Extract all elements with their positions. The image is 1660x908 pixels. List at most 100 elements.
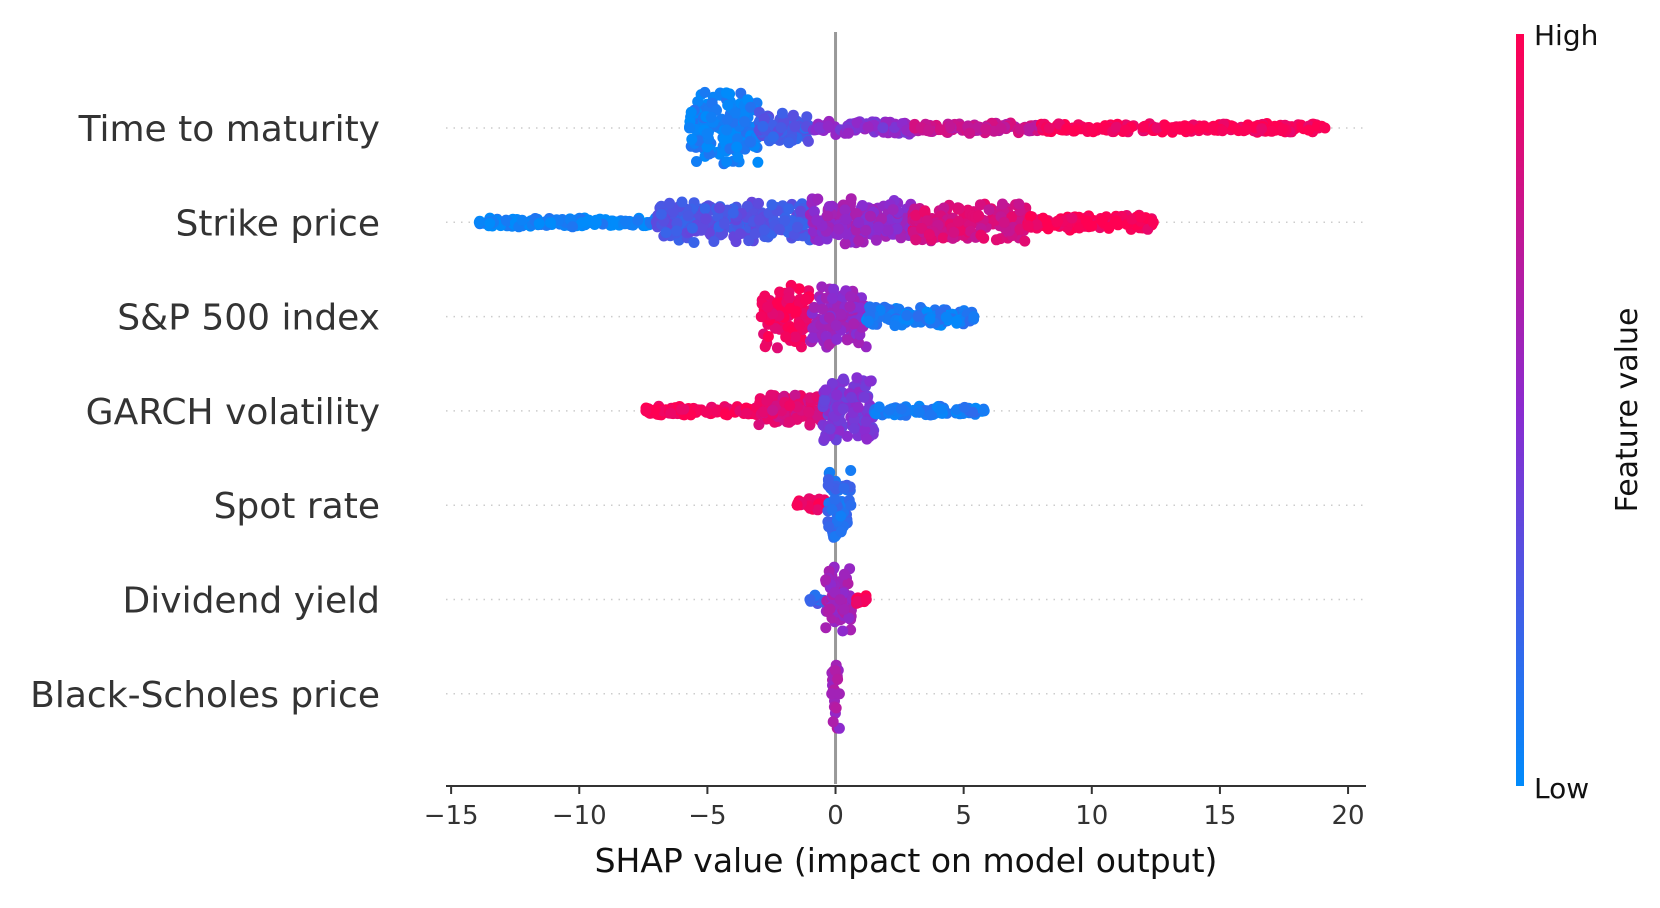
shap-dot xyxy=(995,122,1007,134)
shap-dot xyxy=(1052,215,1064,227)
shap-dot xyxy=(877,122,889,134)
shap-dot xyxy=(1019,235,1031,247)
shap-dot xyxy=(816,281,828,293)
shap-dot xyxy=(820,622,832,634)
shap-dot xyxy=(842,578,854,590)
shap-dot xyxy=(1230,123,1242,135)
shap-dot xyxy=(1197,121,1209,133)
shap-dot xyxy=(1073,222,1085,234)
shap-dot xyxy=(1147,216,1159,228)
shap-dot xyxy=(783,137,795,149)
shap-dot xyxy=(791,499,803,511)
shap-dot xyxy=(998,216,1010,228)
shap-dot xyxy=(789,389,801,401)
shap-dot xyxy=(473,216,485,228)
shap-dot xyxy=(676,196,688,208)
shap-dot xyxy=(1086,220,1098,232)
shap-dot xyxy=(1217,125,1228,137)
shap-dot xyxy=(1061,123,1073,135)
shap-dot xyxy=(783,203,795,215)
feature-label: Spot rate xyxy=(214,486,380,527)
shap-dot xyxy=(827,716,839,728)
shap-dot xyxy=(660,227,672,239)
shap-dot xyxy=(705,111,717,123)
shap-dot xyxy=(891,223,903,235)
shap-dot xyxy=(864,210,876,222)
shap-dot xyxy=(830,665,841,677)
shap-dot xyxy=(861,433,873,445)
shap-dot xyxy=(682,210,694,222)
shap-dot xyxy=(731,141,743,153)
shap-dot xyxy=(665,407,677,419)
shap-dot xyxy=(757,120,769,132)
shap-dot xyxy=(767,404,779,416)
shap-dot xyxy=(859,424,871,436)
shap-dot xyxy=(830,319,842,331)
shap-dot xyxy=(734,228,746,240)
colorbar-high-label: High xyxy=(1534,19,1598,52)
shap-dot xyxy=(684,122,695,134)
shap-dot xyxy=(686,133,698,145)
shap-dot xyxy=(1120,124,1131,136)
shap-dot xyxy=(789,121,801,132)
shap-dot xyxy=(1151,122,1163,134)
shap-dot xyxy=(895,232,907,244)
shap-dot xyxy=(731,133,743,145)
shap-dot xyxy=(882,224,894,236)
shap-dot xyxy=(755,311,767,323)
shap-dot xyxy=(715,229,727,241)
shap-dot xyxy=(1171,122,1183,134)
shap-dot xyxy=(803,406,815,418)
shap-dot xyxy=(1013,198,1025,210)
shap-dot xyxy=(735,87,747,99)
shap-dot xyxy=(826,688,838,700)
shap-dot xyxy=(860,225,872,236)
shap-dot xyxy=(967,406,979,418)
shap-dot xyxy=(1043,122,1055,134)
shap-dot xyxy=(703,227,715,239)
shap-dot xyxy=(619,215,631,227)
shap-dot xyxy=(862,121,874,133)
shap-dot xyxy=(833,223,845,235)
shap-dot xyxy=(776,107,788,119)
shap-dot xyxy=(800,294,811,306)
shap-dot xyxy=(1096,215,1108,227)
shap-dot xyxy=(700,213,712,225)
shap-dot xyxy=(780,331,792,343)
shap-dot xyxy=(795,205,807,217)
shap-dot xyxy=(701,128,713,140)
shap-dot xyxy=(685,106,697,118)
shap-dot xyxy=(590,214,602,226)
shap-dot xyxy=(710,406,722,418)
shap-dot xyxy=(925,409,936,421)
shap-dot xyxy=(1137,121,1149,133)
shap-dot xyxy=(801,111,813,123)
shap-dot xyxy=(1277,123,1289,135)
shap-dot xyxy=(835,308,847,320)
shap-dot xyxy=(829,494,841,505)
shap-dot xyxy=(820,384,832,396)
shap-dot xyxy=(1066,212,1078,224)
shap-dot xyxy=(732,151,744,163)
shap-dot xyxy=(855,302,866,314)
shap-dot xyxy=(752,156,764,168)
shap-dot xyxy=(935,403,947,415)
beeswarm-dots xyxy=(473,86,1331,734)
shap-dot xyxy=(1014,223,1026,235)
shap-dot xyxy=(757,406,769,418)
shap-dot xyxy=(753,214,765,226)
shap-dot xyxy=(804,418,816,430)
shap-dot xyxy=(837,403,849,415)
shap-dot xyxy=(837,625,849,637)
shap-dot xyxy=(835,526,847,538)
shap-dot xyxy=(944,121,956,133)
shap-dot xyxy=(811,214,823,226)
shap-dot xyxy=(923,229,935,240)
shap-dot xyxy=(719,408,731,420)
feature-labels: Time to maturity Strike price S&P 500 inde… xyxy=(30,109,380,716)
feature-label: Dividend yield xyxy=(123,581,380,622)
colorbar-gradient xyxy=(1516,34,1524,786)
shap-dot xyxy=(769,322,781,334)
shap-dot xyxy=(516,214,528,226)
shap-dot xyxy=(484,217,496,229)
